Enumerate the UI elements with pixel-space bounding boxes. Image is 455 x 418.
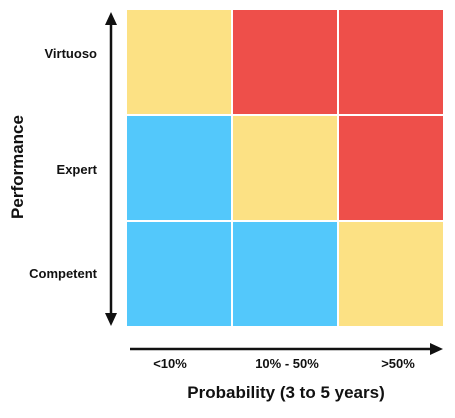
column-label-mid: 10% - 50% <box>255 356 319 371</box>
column-label-low: <10% <box>153 356 187 371</box>
cell-virtuoso-low <box>127 10 231 114</box>
cell-virtuoso-high <box>339 10 443 114</box>
cell-expert-mid <box>233 116 337 220</box>
cell-competent-high <box>339 222 443 326</box>
row-label-expert: Expert <box>56 162 97 177</box>
cell-expert-high <box>339 116 443 220</box>
horizontal-axis-arrowhead <box>430 343 443 355</box>
row-label-competent: Competent <box>29 266 97 281</box>
matrix-grid <box>127 10 443 326</box>
cell-virtuoso-mid <box>233 10 337 114</box>
x-axis-title: Probability (3 to 5 years) <box>187 383 385 402</box>
row-label-virtuoso: Virtuoso <box>44 46 98 61</box>
vertical-axis-arrowhead-top <box>105 12 117 25</box>
y-axis-title: Performance <box>8 115 27 219</box>
cell-competent-low <box>127 222 231 326</box>
cell-competent-mid <box>233 222 337 326</box>
cell-expert-low <box>127 116 231 220</box>
vertical-axis-arrowhead-bottom <box>105 313 117 326</box>
column-label-high: >50% <box>381 356 415 371</box>
